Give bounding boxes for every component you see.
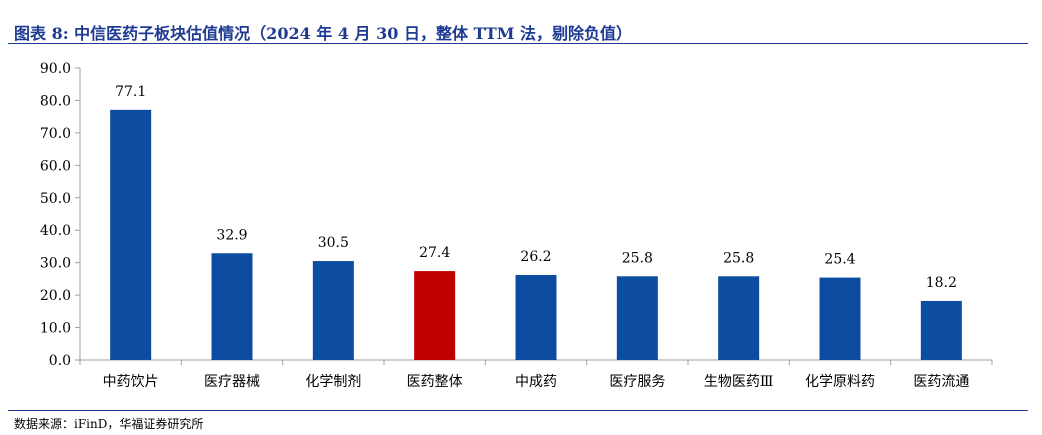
x-tick-label: 医疗器械 [204, 374, 260, 390]
bar [920, 300, 962, 360]
data-label: 27.4 [419, 245, 450, 261]
bar [515, 274, 557, 360]
data-label: 32.9 [216, 227, 247, 243]
bar [110, 109, 152, 360]
x-tick-label: 医疗服务 [609, 374, 665, 390]
y-tick-label: 20.0 [40, 288, 71, 304]
bar [616, 276, 658, 360]
y-tick-label: 50.0 [40, 191, 71, 207]
y-tick-label: 40.0 [40, 223, 71, 239]
y-tick-label: 90.0 [40, 61, 71, 77]
x-tick-label: 化学制剂 [305, 374, 361, 390]
y-tick-label: 80.0 [40, 93, 71, 109]
chart-title: 图表 8: 中信医药子板块估值情况（2024 年 4 月 30 日，整体 TTM… [14, 24, 633, 43]
data-source-note: 数据来源：iFinD，华福证券研究所 [14, 417, 204, 431]
header-divider [8, 43, 1028, 44]
x-tick-label: 生物医药Ⅲ [704, 374, 774, 390]
bar-chart: 0.0 10.0 20.0 30.0 40.0 50.0 60.0 70.0 80.0 90.0 7… [40, 61, 993, 390]
y-tick-label: 30.0 [40, 256, 71, 272]
y-tick-label: 0.0 [49, 353, 71, 369]
data-label: 77.1 [115, 84, 146, 100]
data-label: 30.5 [318, 235, 349, 251]
y-tick-label: 60.0 [40, 158, 71, 174]
chart-header: 图表 8: 中信医药子板块估值情况（2024 年 4 月 30 日，整体 TTM… [0, 0, 1042, 46]
bar [211, 253, 253, 360]
data-label: 25.8 [622, 250, 653, 266]
data-label: 18.2 [926, 275, 957, 291]
data-label: 25.8 [723, 250, 754, 266]
y-tick-label: 10.0 [40, 321, 71, 337]
x-tick-label: 中药饮片 [103, 374, 159, 390]
y-tick-label: 70.0 [40, 126, 71, 142]
data-label: 26.2 [520, 249, 551, 265]
footer-divider [8, 410, 1028, 411]
x-tick-label: 医药整体 [407, 374, 463, 390]
x-tick-label: 中成药 [515, 374, 557, 390]
bar [819, 277, 861, 360]
x-tick-label: 医药流通 [913, 374, 969, 390]
bar [312, 261, 354, 360]
x-tick-label: 化学原料药 [805, 374, 875, 390]
bar [718, 276, 760, 360]
bar [414, 271, 456, 360]
data-label: 25.4 [824, 252, 855, 268]
